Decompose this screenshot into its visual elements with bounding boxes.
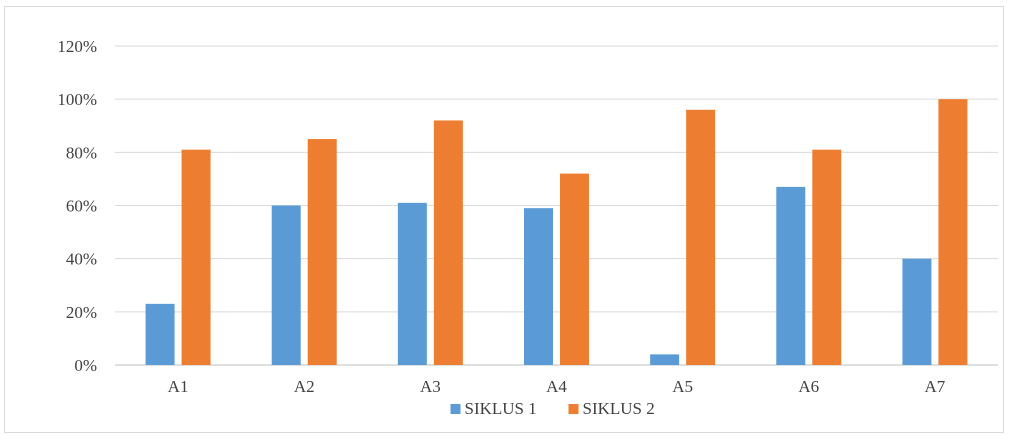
x-category-label: A2 (294, 377, 315, 396)
y-tick-label: 100% (57, 90, 97, 109)
x-category-label: A7 (925, 377, 946, 396)
bar-siklus-1-a2 (271, 205, 301, 365)
bar-siklus-1-a4 (524, 208, 553, 365)
bar-siklus-1-a7 (902, 258, 932, 365)
y-tick-label: 60% (66, 197, 97, 216)
bar-siklus-1-a1 (145, 303, 175, 365)
y-tick-label: 0% (74, 356, 97, 375)
x-category-label: A1 (168, 377, 189, 396)
x-category-label: A5 (672, 377, 693, 396)
y-tick-label: 120% (57, 37, 97, 56)
x-category-label: A4 (546, 377, 567, 396)
bar-siklus-2-a1 (181, 149, 211, 365)
bar-siklus-1-a5 (650, 354, 680, 365)
y-tick-label: 80% (66, 143, 97, 162)
legend-label: SIKLUS 1 (465, 399, 537, 418)
bar-siklus-2-a2 (307, 139, 337, 365)
bar-siklus-1-a6 (776, 186, 806, 365)
legend-swatch (450, 404, 461, 414)
legend-swatch (568, 404, 579, 414)
bar-siklus-2-a5 (686, 109, 716, 365)
bar-siklus-2-a3 (433, 120, 463, 365)
bar-siklus-2-a4 (560, 173, 589, 365)
x-category-label: A6 (798, 377, 819, 396)
y-tick-label: 20% (66, 303, 97, 322)
y-tick-label: 40% (66, 250, 97, 269)
bar-siklus-2-a7 (938, 99, 968, 366)
bar-siklus-1-a3 (397, 202, 427, 365)
bar-siklus-2-a6 (812, 149, 842, 365)
legend-label: SIKLUS 2 (583, 399, 655, 418)
x-category-label: A3 (420, 377, 441, 396)
